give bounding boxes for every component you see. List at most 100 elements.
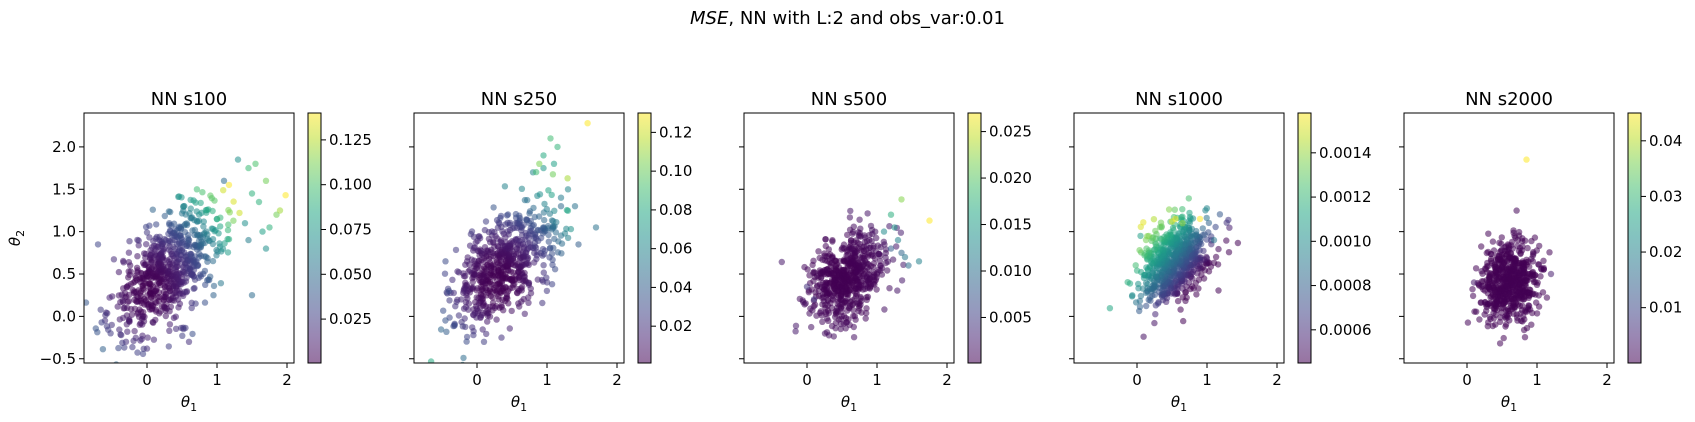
data-point [1151, 319, 1158, 327]
data-point [440, 307, 447, 314]
data-point [134, 349, 141, 356]
data-point [553, 219, 560, 226]
x-tick-label: 2 [1602, 371, 1612, 389]
data-point [881, 306, 888, 313]
data-point [1547, 270, 1555, 278]
data-point [489, 294, 496, 301]
data-point [505, 300, 512, 307]
x-tick-label: 2 [612, 371, 622, 389]
data-point [1195, 285, 1202, 292]
data-point [241, 220, 249, 227]
data-point [1179, 220, 1186, 227]
colorbar-tick-label: 0.0010 [1319, 232, 1372, 250]
data-point [442, 317, 449, 324]
data-point [155, 297, 162, 305]
x-tick-label: 2 [1272, 371, 1282, 389]
colorbar-tick-label: 0.04 [659, 278, 692, 296]
data-point [1531, 234, 1539, 241]
data-point [518, 287, 525, 294]
data-point [125, 249, 133, 256]
data-point [200, 218, 207, 225]
data-point [876, 257, 884, 265]
x-tick-label: 0 [472, 371, 482, 389]
data-point [1484, 259, 1491, 267]
data-point [185, 231, 192, 239]
panel-1: NN s100 0 1 2 −0.5 0.0 0.5 1.0 1.5 2.0 θ1 θ2 0.025 0.… [6, 89, 372, 414]
data-point [1470, 279, 1478, 286]
data-point [543, 274, 550, 281]
data-point [1529, 309, 1536, 317]
data-point [183, 220, 191, 227]
x-tick-label: 0 [802, 371, 812, 389]
data-point [129, 343, 136, 351]
data-point [133, 264, 141, 271]
x-axis-label: θ1 [841, 393, 857, 414]
data-point [230, 198, 237, 205]
data-point [1533, 310, 1541, 317]
data-point [203, 228, 210, 235]
data-point [220, 177, 228, 184]
panel-5: NN s2000 0 1 2 θ1 0.01 0.02 0.03 0.04 [1399, 89, 1682, 414]
data-point [549, 171, 557, 178]
data-point [245, 236, 252, 244]
data-point [181, 202, 188, 210]
data-point [1540, 264, 1547, 272]
data-point [901, 253, 909, 261]
data-point [1540, 257, 1547, 264]
data-point [490, 204, 497, 211]
colorbar-tick-label: 0.010 [989, 262, 1032, 280]
data-point [521, 310, 528, 317]
data-point [120, 285, 127, 292]
data-point [564, 234, 572, 242]
data-point [1203, 214, 1210, 222]
data-point [516, 303, 523, 310]
data-point [872, 228, 879, 235]
data-point [525, 279, 533, 286]
colorbar-tick-label: 0.04 [1649, 132, 1682, 150]
data-point [1200, 275, 1208, 282]
data-point [850, 334, 858, 341]
data-point [446, 297, 453, 304]
data-point [1496, 340, 1504, 347]
data-point [450, 322, 457, 330]
data-point [563, 225, 570, 232]
data-point [248, 292, 256, 299]
data-point [861, 232, 868, 239]
colorbar-tick-label: 0.025 [329, 310, 372, 328]
data-point [150, 336, 158, 343]
data-point [807, 305, 814, 312]
data-point [815, 248, 822, 255]
data-point [126, 238, 133, 245]
data-point [166, 308, 173, 315]
data-point [1532, 272, 1539, 279]
data-point [1226, 224, 1233, 231]
data-point [830, 333, 837, 340]
data-point [1180, 317, 1187, 325]
data-point [1490, 247, 1498, 254]
x-tick-label: 1 [542, 371, 552, 389]
data-point [462, 261, 469, 268]
colorbar-tick-label: 0.025 [989, 123, 1032, 141]
data-point [887, 245, 895, 252]
data-point [1152, 227, 1159, 235]
data-point [873, 286, 880, 293]
data-point [1140, 219, 1147, 226]
data-point [144, 334, 151, 341]
suptitle-italic: MSE [690, 8, 729, 29]
data-point [558, 250, 565, 257]
data-point [792, 322, 800, 329]
data-point [882, 246, 890, 253]
data-point [1472, 265, 1480, 272]
data-point [110, 378, 116, 384]
data-point [172, 325, 180, 332]
data-point [108, 321, 116, 329]
data-point [816, 267, 824, 274]
data-point [1225, 216, 1232, 224]
data-point [1519, 302, 1526, 309]
data-point [493, 316, 500, 323]
data-point [102, 312, 109, 319]
data-point [1203, 253, 1210, 261]
data-point [887, 211, 895, 218]
colorbar-tick-label: 0.075 [329, 220, 372, 238]
data-point [818, 312, 825, 319]
